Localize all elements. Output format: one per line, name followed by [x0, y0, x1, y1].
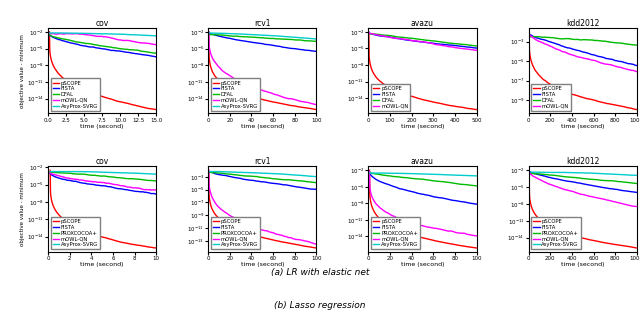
Legend: pSCOPE, FISTA, PROXCOCOA+, mOWL-QN, AsyProx-SVRG: pSCOPE, FISTA, PROXCOCOA+, mOWL-QN, AsyP… — [211, 217, 260, 249]
X-axis label: time (second): time (second) — [561, 124, 604, 129]
Y-axis label: objective value - minimum: objective value - minimum — [20, 34, 26, 108]
Legend: pSCOPE, FISTA, DFAL, mOWL-QN: pSCOPE, FISTA, DFAL, mOWL-QN — [531, 84, 571, 111]
Legend: pSCOPE, FISTA, PROXCOCOA+, mOWL-QN, AsyProx-SVRG: pSCOPE, FISTA, PROXCOCOA+, mOWL-QN, AsyP… — [51, 217, 100, 249]
X-axis label: time (second): time (second) — [81, 124, 124, 129]
Title: rcv1: rcv1 — [254, 19, 271, 28]
Legend: pSCOPE, FISTA, PROXCOCOA+, mOWL-QN, AsyProx-SVRG: pSCOPE, FISTA, PROXCOCOA+, mOWL-QN, AsyP… — [531, 217, 580, 249]
X-axis label: time (second): time (second) — [561, 262, 604, 267]
X-axis label: time (second): time (second) — [401, 262, 444, 267]
Title: kdd2012: kdd2012 — [566, 157, 600, 166]
Legend: pSCOPE, FISTA, DFAL, mOWL-QN, AsyProx-SVRG: pSCOPE, FISTA, DFAL, mOWL-QN, AsyProx-SV… — [51, 78, 100, 111]
Title: cov: cov — [95, 19, 109, 28]
Text: (a) LR with elastic net: (a) LR with elastic net — [271, 268, 369, 277]
Title: avazu: avazu — [411, 19, 434, 28]
Text: (b) Lasso regression: (b) Lasso regression — [275, 301, 365, 310]
Legend: pSCOPE, FISTA, PROXCOCOA+, mOWL-QN, AsyProx-SVRG: pSCOPE, FISTA, PROXCOCOA+, mOWL-QN, AsyP… — [371, 217, 420, 249]
X-axis label: time (second): time (second) — [241, 262, 284, 267]
X-axis label: time (second): time (second) — [401, 124, 444, 129]
Title: cov: cov — [95, 157, 109, 166]
Legend: pSCOPE, FISTA, DFAL, mOWL-QN: pSCOPE, FISTA, DFAL, mOWL-QN — [371, 84, 410, 111]
Y-axis label: objective value - minimum: objective value - minimum — [20, 172, 26, 246]
Title: avazu: avazu — [411, 157, 434, 166]
Title: rcv1: rcv1 — [254, 157, 271, 166]
X-axis label: time (second): time (second) — [81, 262, 124, 267]
Legend: pSCOPE, FISTA, DFAL, mOWL-QN, AsyProx-SVRG: pSCOPE, FISTA, DFAL, mOWL-QN, AsyProx-SV… — [211, 78, 260, 111]
X-axis label: time (second): time (second) — [241, 124, 284, 129]
Title: kdd2012: kdd2012 — [566, 19, 600, 28]
